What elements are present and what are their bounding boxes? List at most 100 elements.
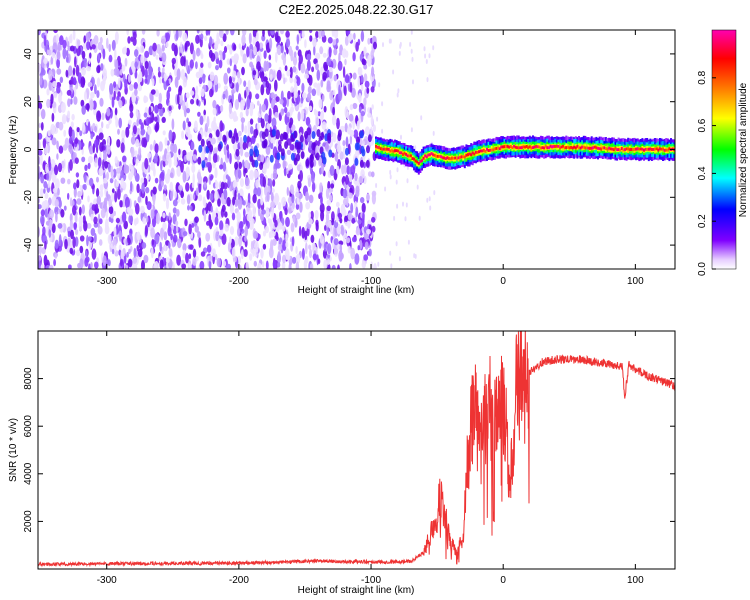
heatmap-cell bbox=[551, 145, 553, 149]
heatmap-cell bbox=[203, 181, 207, 188]
heatmap-cell bbox=[106, 171, 109, 180]
heatmap-cell bbox=[93, 35, 99, 45]
heatmap-cell bbox=[43, 199, 49, 209]
heatmap-cell bbox=[186, 107, 191, 114]
heatmap-cell bbox=[179, 93, 183, 103]
heatmap-cell bbox=[323, 242, 327, 252]
heatmap-cell bbox=[631, 148, 634, 151]
heatmap-cell bbox=[509, 145, 512, 148]
heatmap-cell bbox=[671, 147, 674, 151]
heatmap-cell bbox=[224, 211, 228, 218]
heatmap-cell bbox=[288, 121, 292, 129]
heatmap-cell bbox=[305, 158, 310, 167]
heatmap-cell bbox=[318, 30, 322, 39]
heatmap-cell bbox=[378, 82, 381, 88]
heatmap-cell bbox=[261, 34, 266, 42]
heatmap-cell bbox=[68, 65, 73, 76]
heatmap-cell bbox=[235, 169, 239, 180]
heatmap-cell bbox=[75, 172, 80, 178]
heatmap-cell bbox=[579, 146, 582, 150]
heatmap-cell bbox=[169, 172, 174, 179]
heatmap-cell bbox=[47, 49, 52, 56]
heatmap-cell bbox=[528, 145, 531, 149]
x-tick-label: 0 bbox=[500, 575, 506, 586]
heatmap-cell bbox=[503, 145, 506, 149]
heatmap-cell bbox=[342, 140, 346, 147]
heatmap-cell bbox=[479, 149, 482, 153]
heatmap-cell bbox=[406, 154, 409, 158]
heatmap-cell bbox=[367, 37, 371, 45]
heatmap-cell bbox=[326, 83, 331, 93]
heatmap-cell bbox=[66, 49, 69, 57]
heatmap-cell bbox=[106, 107, 111, 117]
heatmap-cell bbox=[593, 145, 596, 149]
heatmap-cell bbox=[323, 259, 328, 269]
heatmap-cell bbox=[186, 194, 191, 205]
heatmap-cell bbox=[451, 156, 454, 160]
heatmap-cell bbox=[587, 146, 590, 150]
heatmap-cell bbox=[428, 53, 431, 59]
heatmap-cell bbox=[111, 188, 115, 194]
heatmap-cell bbox=[48, 69, 53, 81]
heatmap-cell bbox=[455, 154, 458, 161]
heatmap-cell bbox=[42, 138, 47, 149]
heatmap-cell bbox=[371, 225, 376, 233]
heatmap-cell bbox=[81, 50, 86, 60]
heatmap-cell bbox=[313, 82, 319, 88]
heatmap-cell bbox=[581, 145, 584, 149]
heatmap-cell bbox=[226, 44, 230, 50]
heatmap-cell bbox=[309, 30, 313, 34]
heatmap-cell bbox=[560, 145, 563, 149]
heatmap-cell bbox=[164, 173, 170, 184]
heatmap-cell bbox=[539, 146, 542, 150]
heatmap-cell bbox=[170, 233, 174, 241]
heatmap-cell bbox=[141, 259, 145, 269]
heatmap-cell bbox=[402, 153, 404, 156]
heatmap-cell bbox=[319, 203, 325, 214]
heatmap-cell bbox=[301, 82, 305, 93]
heatmap-cell bbox=[513, 144, 515, 148]
heatmap-cell bbox=[232, 180, 238, 189]
heatmap-cell bbox=[141, 182, 145, 194]
heatmap-cell bbox=[333, 74, 338, 82]
heatmap-cell bbox=[48, 264, 54, 269]
heatmap-cell bbox=[289, 144, 295, 151]
heatmap-cell bbox=[255, 179, 260, 189]
heatmap-cell bbox=[359, 130, 364, 139]
heatmap-cell bbox=[355, 185, 360, 194]
heatmap-cell bbox=[43, 57, 48, 65]
heatmap-cell bbox=[405, 202, 408, 208]
heatmap-cell bbox=[238, 93, 242, 103]
heatmap-cell bbox=[161, 52, 167, 63]
heatmap-cell bbox=[414, 159, 417, 163]
heatmap-cell bbox=[270, 222, 273, 232]
heatmap-cell bbox=[137, 196, 142, 203]
heatmap-cell bbox=[177, 93, 180, 105]
heatmap-cell bbox=[259, 173, 264, 179]
heatmap-cell bbox=[240, 117, 246, 123]
heatmap-cell bbox=[342, 198, 348, 206]
heatmap-cell bbox=[128, 258, 133, 268]
heatmap-cell bbox=[337, 133, 342, 142]
heatmap-cell bbox=[449, 157, 452, 161]
heatmap-cell bbox=[243, 249, 248, 257]
heatmap-cell bbox=[319, 182, 323, 193]
heatmap-cell bbox=[619, 148, 622, 152]
heatmap-cell bbox=[67, 192, 70, 200]
heatmap-cell bbox=[308, 105, 313, 112]
heatmap-cell bbox=[332, 39, 337, 46]
heatmap-cell bbox=[167, 145, 170, 151]
heatmap-cell bbox=[222, 93, 226, 100]
heatmap-cell bbox=[293, 130, 298, 139]
heatmap-cell bbox=[123, 164, 128, 175]
heatmap-cell bbox=[87, 162, 91, 170]
heatmap-cell bbox=[291, 201, 295, 209]
heatmap-cell bbox=[141, 137, 146, 148]
heatmap-cell bbox=[60, 102, 66, 113]
heatmap-cell bbox=[60, 177, 66, 184]
heatmap-cell bbox=[72, 205, 77, 216]
heatmap-cell bbox=[226, 144, 230, 151]
heatmap-cell bbox=[349, 263, 352, 269]
heatmap-cell bbox=[101, 112, 105, 121]
heatmap-cell bbox=[93, 216, 98, 225]
